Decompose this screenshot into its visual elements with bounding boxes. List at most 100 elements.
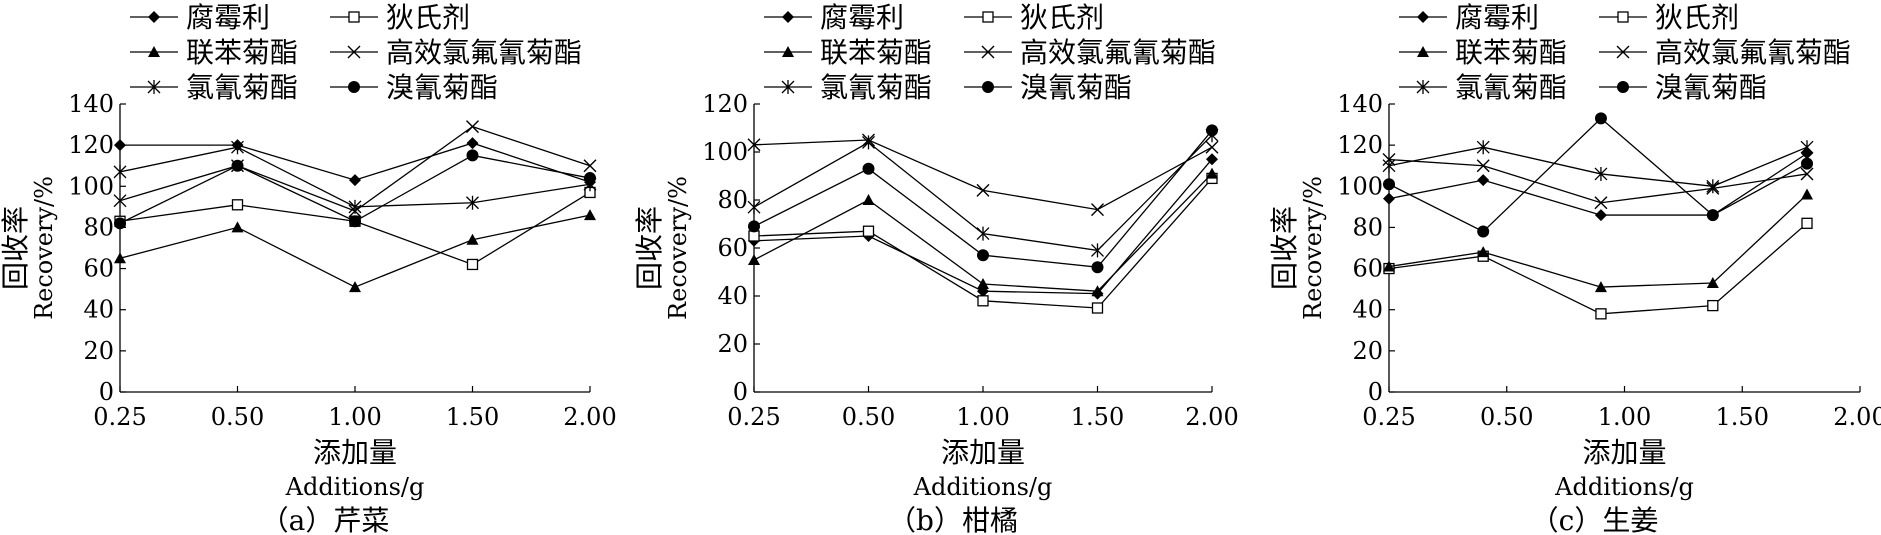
legend-marker [1617, 11, 1629, 23]
data-point [1706, 276, 1719, 288]
data-point [349, 281, 361, 293]
panel-caption: （a）芹菜 [261, 504, 390, 535]
legend-label: 高效氯氟氰菊酯 [1020, 36, 1216, 69]
series-line [1388, 146, 1808, 187]
legend-label: 狄氏剂 [386, 1, 470, 34]
legend-marker [981, 45, 995, 59]
data-point [1476, 159, 1490, 173]
data-point [1382, 158, 1396, 173]
y-tick-label: 40 [717, 282, 748, 310]
legend-marker [147, 80, 161, 94]
legend-label: 腐霉利 [1455, 1, 1539, 34]
data-point [1477, 225, 1490, 238]
legend-label: 高效氯氟氰菊酯 [386, 36, 582, 69]
legend-marker [148, 11, 160, 23]
data-point [1707, 299, 1719, 312]
y-tick-label: 140 [1337, 90, 1383, 118]
data-point [748, 254, 760, 265]
series-4 [747, 133, 1219, 217]
data-point [1594, 196, 1608, 210]
legend-marker [148, 46, 160, 57]
data-point [747, 200, 761, 215]
y-axis-title-cn: 回收率 [633, 206, 666, 290]
y-tick-label: 120 [1337, 131, 1383, 159]
data-point [466, 120, 479, 134]
legend-item: 溴氰菊酯 [1599, 71, 1767, 104]
series-line [119, 125, 591, 212]
legend-marker [982, 11, 994, 23]
legend-marker [348, 11, 360, 23]
x-tick-label: 1.50 [1071, 403, 1124, 431]
data-point [1800, 167, 1814, 181]
legend-marker [1417, 46, 1429, 57]
data-point [583, 159, 597, 173]
y-tick-label: 0 [733, 378, 748, 406]
series-2 [1383, 217, 1813, 320]
axes: 0 20 40 60 80 100 120 140 0.25 0.50 1.00 1.50 2.00 [1337, 90, 1881, 431]
y-tick-label: 20 [1352, 337, 1383, 365]
series-3 [748, 167, 1218, 297]
panel-caption: （c）生姜 [1531, 504, 1659, 535]
data-point [231, 140, 244, 155]
data-point [1801, 217, 1813, 229]
data-point [1206, 124, 1218, 137]
data-point [231, 159, 244, 172]
data-point [977, 295, 989, 307]
legend-marker [1617, 81, 1629, 93]
data-point [862, 225, 875, 237]
data-point [1706, 179, 1720, 194]
legend-item: 高效氯氟氰菊酯 [330, 36, 582, 69]
y-tick-label: 60 [83, 255, 114, 283]
x-tick-label: 2.00 [1185, 403, 1238, 431]
legend-marker [1616, 45, 1630, 59]
legend-item: 溴氰菊酯 [330, 71, 498, 104]
series-line [1388, 158, 1808, 204]
legend-marker [781, 80, 795, 94]
data-point [1206, 167, 1218, 179]
legend-label: 溴氰菊酯 [386, 71, 498, 104]
legend-item: 狄氏剂 [330, 1, 470, 34]
legend-label: 溴氰菊酯 [1655, 71, 1767, 104]
data-point [466, 258, 479, 271]
data-point [862, 194, 875, 205]
legend-label: 溴氰菊酯 [1020, 71, 1132, 104]
legend-marker [782, 46, 794, 57]
legend-item: 联苯菊酯 [1399, 36, 1567, 69]
series-6 [748, 124, 1218, 274]
data-point [1091, 203, 1104, 217]
y-tick-label: 0 [1368, 378, 1383, 406]
x-tick-label: 1.00 [328, 403, 381, 431]
y-axis-title-en: Recovery/% [1299, 176, 1327, 320]
legend-label: 狄氏剂 [1020, 1, 1104, 34]
legend-label: 腐霉利 [186, 1, 270, 34]
series-line [753, 129, 1213, 268]
axes: 0 20 40 60 80 100 120 140 0.25 0.50 1.00 1.50 2.00 [68, 90, 617, 431]
data-point [1594, 112, 1607, 125]
x-tick-label: 0.25 [1362, 403, 1415, 431]
legend-item: 高效氯氟氰菊酯 [1599, 36, 1851, 69]
data-point [747, 138, 761, 152]
x-tick-label: 0.50 [211, 403, 264, 431]
series-5 [1382, 140, 1814, 194]
legend-label: 氯氰菊酯 [820, 71, 932, 104]
x-tick-label: 1.00 [1598, 403, 1651, 431]
data-point [113, 194, 127, 208]
data-point [1091, 261, 1104, 274]
x-tick-label: 1.50 [446, 403, 499, 431]
data-point [1383, 178, 1395, 191]
series-1 [114, 137, 596, 189]
y-tick-label: 120 [68, 131, 114, 159]
data-point [748, 220, 760, 233]
data-point [1205, 140, 1219, 154]
data-point [1594, 209, 1607, 222]
y-tick-label: 60 [717, 234, 748, 262]
series-3 [1383, 188, 1814, 293]
x-tick-label: 0.25 [93, 403, 146, 431]
series-3 [114, 209, 596, 293]
series-line [753, 158, 1213, 295]
legend-label: 腐霉利 [820, 1, 904, 34]
